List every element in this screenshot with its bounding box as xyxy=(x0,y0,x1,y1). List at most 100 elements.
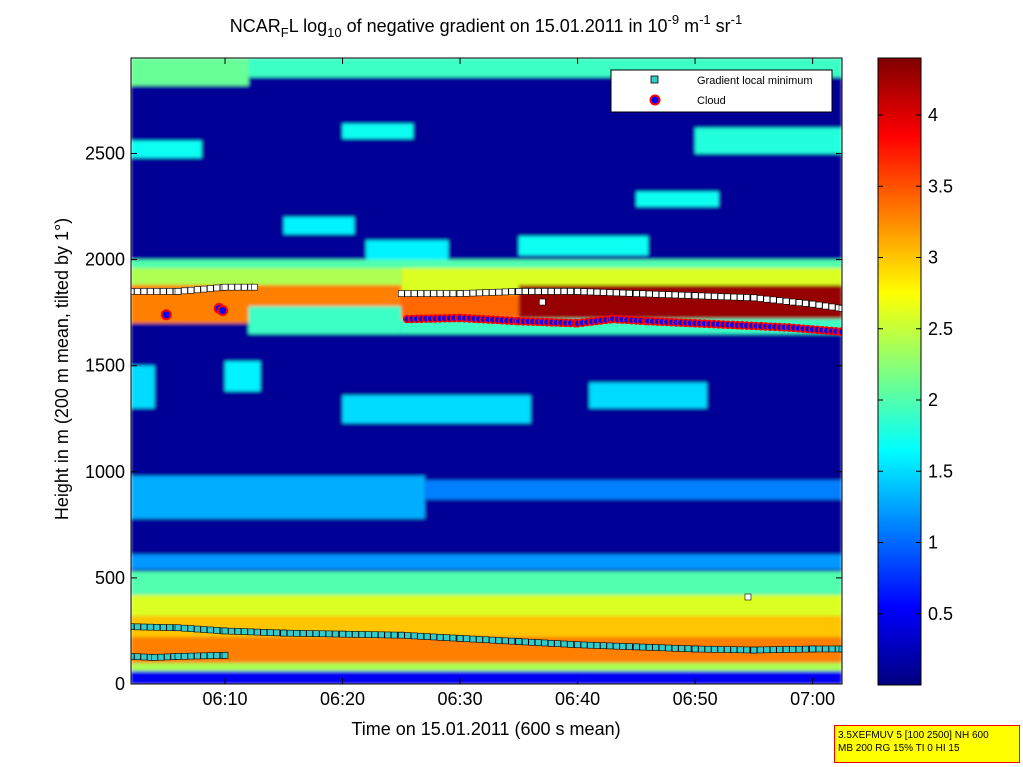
gradient-minimum-marker-2-74 xyxy=(567,641,574,648)
gradient-minimum-marker-2-18 xyxy=(234,628,242,635)
gradient-minimum-marker-2-97 xyxy=(698,645,705,653)
gradient-minimum-marker-2-32 xyxy=(319,630,326,638)
gradient-minimum-marker-1-36 xyxy=(613,289,620,297)
gradient-minimum-marker-3-8 xyxy=(174,653,182,660)
gradient-minimum-marker-2-78 xyxy=(587,641,594,649)
colorbar-tick-label-6: 3.5 xyxy=(928,176,953,196)
gradient-minimum-marker-0-11 xyxy=(194,286,201,293)
gradient-minimum-marker-1-3 xyxy=(417,290,424,297)
gradient-minimum-marker-2-93 xyxy=(678,645,685,652)
info-line-2: MB 200 RG 15% TI 0 HI 15 xyxy=(838,743,960,754)
x-axis-label: Time on 15.01.2011 (600 s mean) xyxy=(351,719,620,739)
gradient-minimum-marker-2-99 xyxy=(711,646,718,653)
gradient-minimum-marker-2-36 xyxy=(339,630,346,638)
gradient-minimum-marker-1-63 xyxy=(769,296,777,304)
gradient-minimum-marker-2-91 xyxy=(665,644,672,652)
gradient-minimum-marker-2-3 xyxy=(147,623,154,631)
gradient-minimum-marker-3-2 xyxy=(140,653,148,661)
heatmap-cell-8 xyxy=(366,240,449,262)
gradient-minimum-marker-0-12 xyxy=(200,285,208,293)
gradient-minimum-marker-2-12 xyxy=(200,626,208,633)
gradient-minimum-marker-2-62 xyxy=(495,637,503,644)
gradient-minimum-marker-2-79 xyxy=(593,642,601,649)
gradient-minimum-marker-2-102 xyxy=(730,646,738,653)
gradient-minimum-marker-1-0 xyxy=(397,290,405,297)
heatmap xyxy=(131,58,842,684)
gradient-minimum-marker-2-71 xyxy=(547,640,555,647)
gradient-minimum-marker-1-26 xyxy=(554,288,561,295)
gradient-minimum-marker-1-50 xyxy=(691,292,699,299)
gradient-minimum-marker-2-37 xyxy=(345,630,353,638)
y-tick-label-0: 0 xyxy=(115,674,125,694)
gradient-minimum-marker-2-10 xyxy=(187,625,195,632)
gradient-minimum-marker-1-55 xyxy=(724,293,731,301)
gradient-minimum-marker-2-100 xyxy=(717,646,725,653)
gradient-minimum-marker-1-18 xyxy=(508,288,516,295)
y-tick-label-4: 2000 xyxy=(85,250,125,270)
gradient-minimum-marker-1-32 xyxy=(587,288,594,296)
plot-frame xyxy=(130,57,843,685)
gradient-minimum-marker-2-38 xyxy=(352,631,359,638)
heatmap-cell-18 xyxy=(131,365,155,409)
gradient-minimum-marker-2-26 xyxy=(280,629,288,637)
gradient-minimum-marker-0-17 xyxy=(228,283,235,291)
gradient-minimum-marker-3-0 xyxy=(131,653,135,660)
colorbar-gradient xyxy=(877,57,922,686)
gradient-minimum-marker-0-16 xyxy=(221,283,229,291)
gradient-minimum-marker-1-58 xyxy=(743,294,751,301)
gradient-minimum-marker-2-107 xyxy=(757,646,764,654)
legend-marker-gradient-minimum xyxy=(650,75,659,84)
gradient-minimum-marker-2-108 xyxy=(763,646,771,654)
gradient-minimum-marker-2-84 xyxy=(625,643,633,650)
gradient-minimum-marker-2-14 xyxy=(213,627,221,634)
gradient-minimum-marker-2-103 xyxy=(737,646,744,654)
gradient-minimum-marker-2-90 xyxy=(658,644,666,652)
plot-area: 06:10 06:20 06:30 06:40 06:50 07:00 0 500 1000 1… xyxy=(85,57,843,709)
gradient-minimum-marker-2-6 xyxy=(166,624,174,631)
gradient-minimum-marker-1-47 xyxy=(678,291,685,299)
gradient-minimum-marker-3-9 xyxy=(181,652,188,660)
gradient-minimum-marker-2-19 xyxy=(241,628,248,635)
gradient-minimum-marker-2-112 xyxy=(789,646,796,653)
gradient-minimum-marker-1-72 xyxy=(822,302,829,310)
gradient-minimum-marker-1-73 xyxy=(828,303,836,311)
gradient-minimum-marker-1-65 xyxy=(782,297,790,305)
gradient-minimum-marker-1-57 xyxy=(737,294,744,301)
gradient-minimum-marker-1-22 xyxy=(528,288,536,295)
gradient-minimum-marker-2-68 xyxy=(528,638,536,646)
gradient-minimum-marker-1-64 xyxy=(776,297,784,304)
gradient-minimum-marker-1-10 xyxy=(456,290,464,297)
gradient-minimum-marker-1-75 xyxy=(838,305,842,312)
gradient-minimum-marker-2-69 xyxy=(534,639,542,646)
gradient-minimum-marker-1-1 xyxy=(404,290,412,297)
gradient-minimum-marker-2-116 xyxy=(809,645,816,653)
y-tick-label-1: 500 xyxy=(95,568,125,588)
gradient-minimum-marker-2-121 xyxy=(838,645,842,653)
gradient-minimum-marker-1-12 xyxy=(469,289,477,297)
legend: Gradient local minimum Cloud xyxy=(610,69,833,113)
gradient-minimum-marker-1-53 xyxy=(711,293,718,300)
gradient-minimum-marker-0-14 xyxy=(213,284,221,292)
gradient-minimum-marker-2-11 xyxy=(194,625,201,633)
legend-marker-cloud xyxy=(649,94,661,106)
gradient-minimum-marker-2-111 xyxy=(782,646,790,653)
gradient-minimum-point-1 xyxy=(744,593,752,601)
heatmap-cell-3 xyxy=(131,140,202,158)
gradient-minimum-marker-1-16 xyxy=(495,288,503,296)
gradient-minimum-marker-2-80 xyxy=(600,642,607,649)
x-axis-ticks: 06:10 06:20 06:30 06:40 06:50 07:00 xyxy=(202,58,835,709)
gradient-minimum-marker-1-41 xyxy=(639,290,647,298)
gradient-minimum-marker-1-15 xyxy=(489,289,496,296)
gradient-minimum-marker-3-11 xyxy=(194,652,201,660)
gradient-minimum-point-0 xyxy=(539,298,546,306)
gradient-minimum-marker-2-50 xyxy=(423,633,431,640)
gradient-minimum-marker-0-8 xyxy=(174,288,182,295)
gradient-minimum-marker-2-114 xyxy=(802,645,809,653)
gradient-minimum-marker-2-22 xyxy=(260,629,268,636)
gradient-minimum-marker-2-47 xyxy=(404,632,412,639)
gradient-minimum-marker-2-86 xyxy=(633,643,640,651)
gradient-minimum-marker-1-6 xyxy=(436,290,444,297)
gradient-minimum-marker-2-118 xyxy=(822,645,829,653)
gradient-minimum-marker-2-40 xyxy=(365,631,372,638)
